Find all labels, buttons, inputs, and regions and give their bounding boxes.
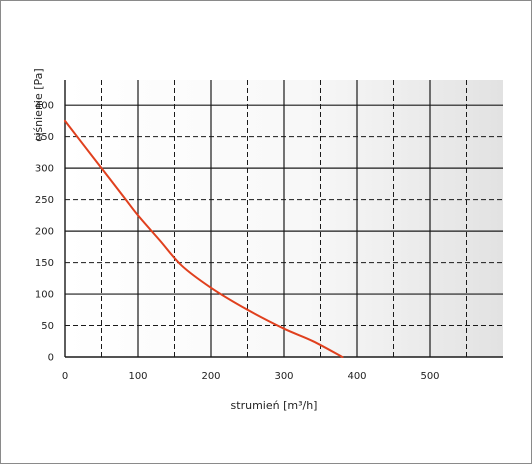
- x-tick-label-500: 500: [420, 371, 439, 382]
- x-axis-label: strumień [m³/h]: [231, 399, 318, 412]
- y-tick-labels: 0 50 100 150 200 250 300 350 400: [35, 101, 54, 364]
- grid: [64, 80, 503, 358]
- y-tick-label-150: 150: [35, 258, 54, 269]
- series-line-0: [64, 119, 344, 358]
- y-tick-label-250: 250: [35, 195, 54, 206]
- y-tick-label-0: 0: [48, 353, 54, 364]
- x-tick-label-200: 200: [201, 371, 220, 382]
- y-tick-label-300: 300: [35, 164, 54, 175]
- y-tick-label-50: 50: [41, 321, 54, 332]
- y-tick-label-400: 400: [35, 101, 54, 112]
- x-tick-label-300: 300: [274, 371, 293, 382]
- y-axis-label: ciśnienie [Pa]: [32, 68, 45, 141]
- y-tick-label-200: 200: [35, 227, 54, 238]
- y-tick-label-350: 350: [35, 132, 54, 143]
- x-tick-label-100: 100: [128, 371, 147, 382]
- y-tick-label-100: 100: [35, 290, 54, 301]
- x-tick-label-400: 400: [347, 371, 366, 382]
- x-tick-label-0: 0: [62, 371, 68, 382]
- series-group: [64, 119, 344, 358]
- x-tick-labels: 0 100 200 300 400 500: [62, 371, 440, 382]
